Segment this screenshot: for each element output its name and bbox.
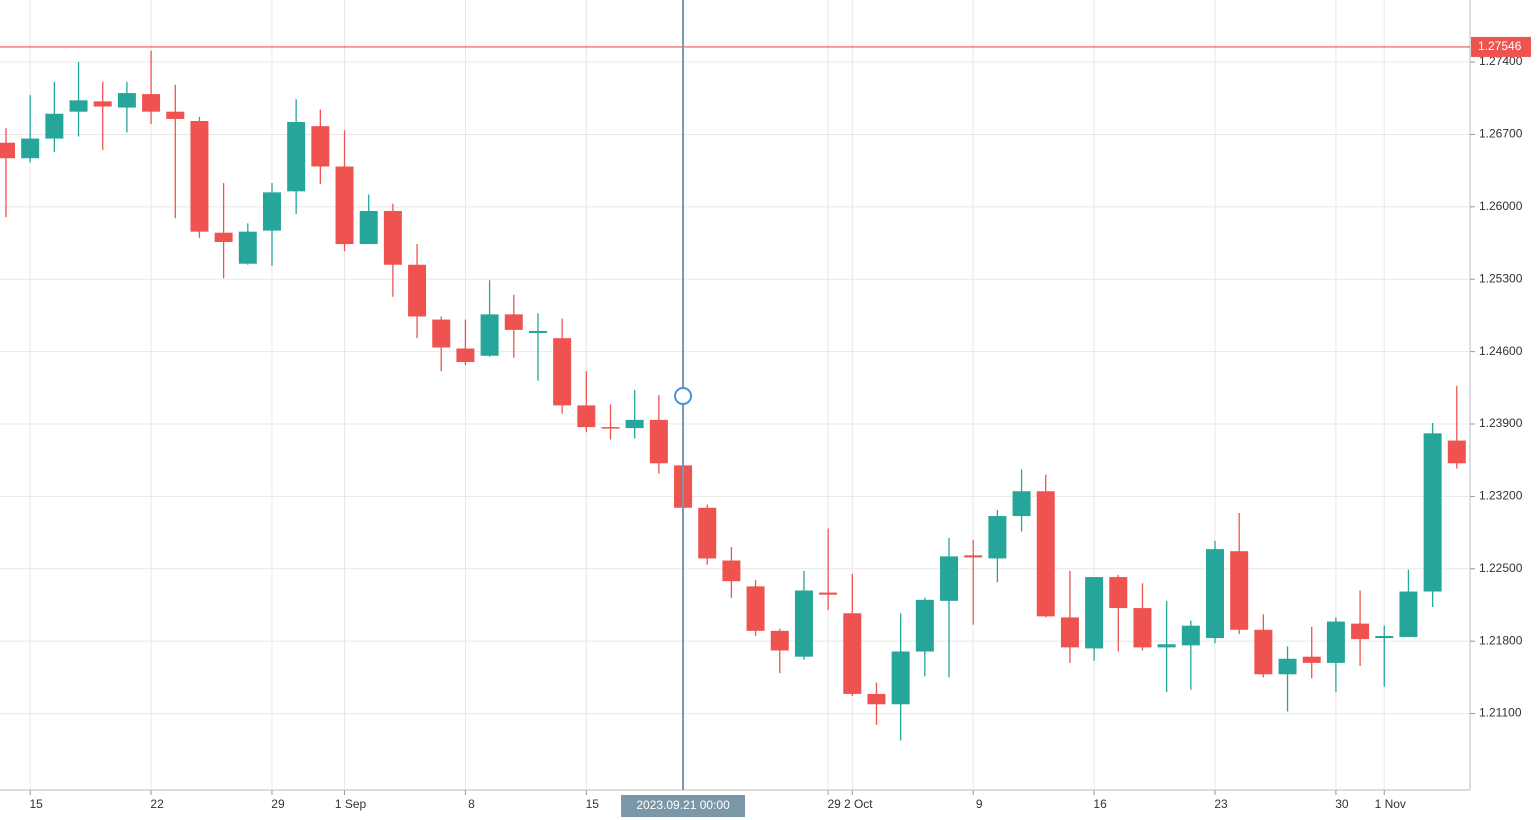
crosshair-marker [674, 387, 693, 405]
candle-body [1278, 658, 1297, 675]
candle-body [1085, 577, 1104, 649]
candle-body [1133, 608, 1152, 648]
y-tick-label: 1.25300 [1479, 271, 1523, 285]
candle-body [1302, 656, 1321, 663]
candle-body [142, 94, 161, 112]
candle-body [166, 111, 185, 119]
candle-body [432, 319, 451, 348]
x-tick-label: 15 [586, 797, 600, 811]
candle-body [335, 166, 354, 245]
candle-body [93, 101, 112, 107]
x-tick-label: 9 [976, 797, 983, 811]
x-tick-label: 1 Sep [335, 797, 367, 811]
y-tick-label: 1.24600 [1479, 344, 1523, 358]
y-tick-label: 1.22500 [1479, 561, 1523, 575]
candle-body [238, 231, 257, 264]
x-tick-label: 2 Oct [844, 797, 873, 811]
candle-body [1109, 577, 1128, 609]
price-label: 1.27546 [1478, 39, 1522, 53]
candle-body [794, 590, 813, 657]
candle-body [504, 314, 523, 330]
y-tick-label: 1.23200 [1479, 489, 1523, 503]
candle-body [1012, 491, 1031, 517]
candle-body [1351, 623, 1370, 640]
x-tick-label: 30 [1335, 797, 1349, 811]
candle-body [577, 405, 596, 428]
x-tick-label: 15 [30, 797, 44, 811]
candle-body [311, 126, 330, 167]
candle-body [843, 613, 862, 694]
plot-area [0, 0, 1470, 790]
candle-body [625, 419, 644, 429]
candle-body [1326, 621, 1345, 663]
candle-body [988, 516, 1007, 559]
candle-body [1206, 549, 1224, 639]
candle-body [770, 630, 789, 651]
candle-body [359, 210, 378, 245]
candle-body [722, 560, 741, 582]
candle-body [0, 142, 15, 159]
candle-body [698, 507, 717, 559]
candle-body [408, 264, 427, 317]
candle-body [287, 122, 306, 192]
x-tick-label: 22 [150, 797, 164, 811]
candle-body [891, 651, 910, 705]
candle-body [1375, 636, 1394, 639]
x-tick-label: 23 [1214, 797, 1228, 811]
crosshair-label-box [621, 795, 746, 817]
candle-body [746, 586, 765, 631]
crosshair-label: 2023.09.21 00:00 [636, 798, 730, 812]
candle-body [1423, 433, 1442, 592]
candle-body [1181, 625, 1200, 646]
candle-body [649, 419, 668, 464]
candle-body [1036, 491, 1055, 617]
y-tick-label: 1.26700 [1479, 127, 1523, 141]
candle-body [1399, 591, 1418, 638]
candle-body [1447, 440, 1466, 464]
candle-body [1230, 551, 1249, 630]
candle-body [69, 100, 88, 112]
y-tick-label: 1.27400 [1479, 54, 1523, 68]
x-tick-label: 1 Nov [1375, 797, 1406, 811]
price-label-box [1471, 36, 1531, 57]
candle-body [262, 192, 281, 231]
candle-body [528, 330, 547, 334]
candle-body [601, 427, 620, 429]
x-tick-label: 29 [827, 797, 841, 811]
y-tick-label: 1.21100 [1479, 706, 1522, 720]
candle-body [1157, 644, 1176, 648]
candle-body [117, 93, 136, 108]
candle-body [456, 348, 475, 362]
candle-body [45, 113, 64, 139]
candle-body [21, 138, 40, 159]
candle-body [383, 210, 402, 265]
y-tick-label: 1.23900 [1479, 416, 1523, 430]
candle-body [480, 314, 499, 356]
x-tick-label: 8 [468, 797, 475, 811]
candle-body [1060, 617, 1079, 648]
candle-body [553, 338, 572, 406]
candle-body [819, 592, 838, 595]
y-tick-label: 1.21800 [1479, 633, 1523, 647]
candle-body [867, 693, 886, 705]
y-tick-label: 1.26000 [1479, 199, 1523, 213]
x-tick-label: 29 [271, 797, 285, 811]
candle-body [915, 599, 934, 652]
x-tick-label: 16 [1093, 797, 1107, 811]
candle-body [214, 232, 233, 242]
candle-body [964, 555, 983, 558]
candle-body [1254, 629, 1273, 675]
candle-body [940, 556, 959, 601]
candle-body [190, 120, 209, 232]
